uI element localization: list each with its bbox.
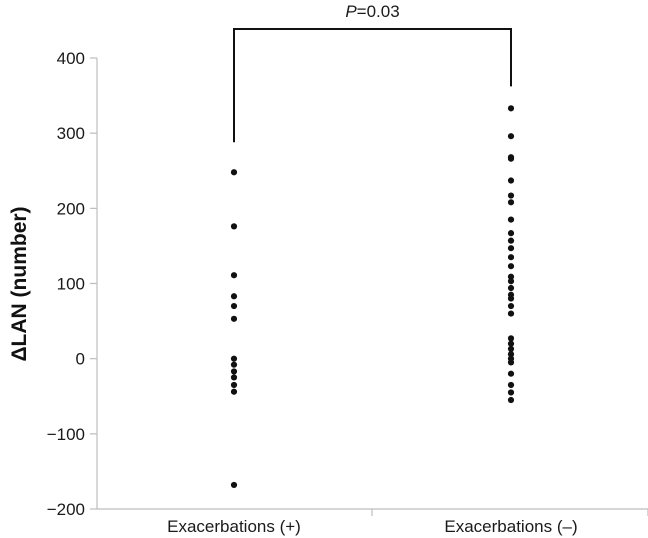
y-tick-label: 0 <box>76 350 85 369</box>
data-point <box>507 335 515 342</box>
data-point <box>230 355 238 362</box>
data-point <box>507 237 515 244</box>
data-point <box>230 381 238 389</box>
data-point <box>507 263 515 270</box>
data-point <box>230 315 238 322</box>
data-point <box>507 396 515 404</box>
data-point <box>507 230 515 237</box>
x-category-label: Exacerbations (–) <box>444 517 577 536</box>
data-point <box>507 177 515 184</box>
y-axis-title: ΔLAN (number) <box>8 206 31 361</box>
y-tick-label: 100 <box>57 275 85 294</box>
data-point <box>230 293 238 300</box>
x-axis-ticks: Exacerbations (+) Exacerbations (–) <box>167 509 648 536</box>
data-points <box>230 105 515 489</box>
y-tick-label: −200 <box>47 500 85 519</box>
data-point <box>507 216 515 223</box>
data-point <box>507 340 515 347</box>
data-point <box>507 105 515 112</box>
data-point <box>507 359 515 366</box>
data-point <box>507 351 515 358</box>
data-point <box>507 381 515 389</box>
data-point <box>507 254 515 261</box>
data-point <box>507 310 515 317</box>
data-point <box>507 302 515 310</box>
data-point <box>230 368 238 375</box>
data-point <box>507 245 515 252</box>
data-point <box>507 278 515 285</box>
data-point <box>230 223 238 230</box>
data-point <box>507 273 515 280</box>
data-point <box>230 388 238 395</box>
significance-bracket: P=0.03 <box>233 2 512 143</box>
p-value-label: P=0.03 <box>345 2 399 21</box>
data-point <box>230 361 238 368</box>
data-point <box>230 169 238 176</box>
data-point <box>507 155 515 162</box>
data-point <box>507 389 515 396</box>
data-point <box>507 133 515 140</box>
data-point <box>507 192 515 199</box>
y-tick-label: 300 <box>57 124 85 143</box>
data-point <box>230 374 238 381</box>
data-point <box>230 302 238 310</box>
data-point <box>507 199 515 206</box>
data-point <box>230 481 238 489</box>
y-tick-label: −100 <box>47 425 85 444</box>
data-point <box>507 370 515 377</box>
data-point <box>507 295 515 302</box>
y-tick-label: 400 <box>57 49 85 68</box>
y-axis-ticks: −200 −100 0 100 200 300 400 <box>47 49 97 519</box>
data-point <box>230 272 238 279</box>
bracket-line <box>233 28 512 143</box>
data-point <box>507 345 515 352</box>
y-tick-label: 200 <box>57 199 85 218</box>
x-category-label: Exacerbations (+) <box>167 517 301 536</box>
data-point <box>507 284 515 292</box>
